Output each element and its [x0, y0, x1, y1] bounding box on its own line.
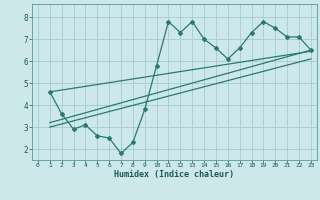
X-axis label: Humidex (Indice chaleur): Humidex (Indice chaleur)	[115, 170, 234, 179]
